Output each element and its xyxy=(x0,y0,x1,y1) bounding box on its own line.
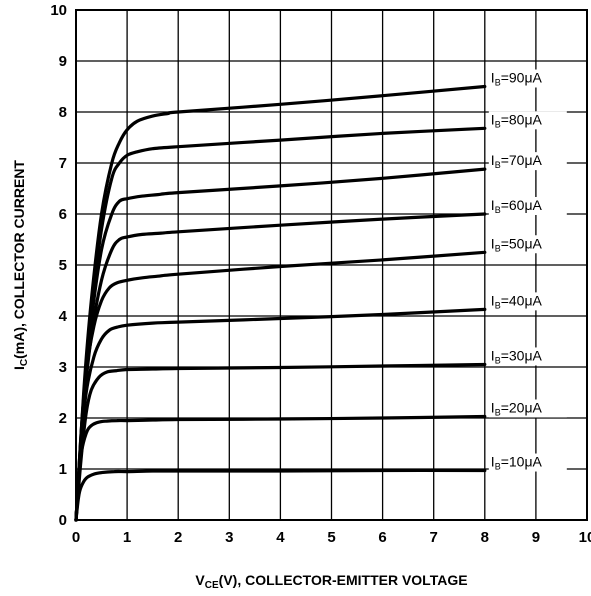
x-tick-label: 1 xyxy=(123,529,131,546)
y-tick-label: 4 xyxy=(59,308,68,325)
x-tick-labels: 0 1 2 3 4 5 6 7 8 9 10 xyxy=(72,529,591,546)
curve-label: IB=60μA xyxy=(491,197,543,215)
x-tick-label: 3 xyxy=(225,529,233,546)
curve-1 xyxy=(74,468,487,522)
x-tick-label: 4 xyxy=(276,529,285,546)
x-tick-label: 10 xyxy=(579,529,591,546)
plot-frame xyxy=(75,9,588,521)
curve-label: IB=10μA xyxy=(491,454,543,472)
curve-label-background xyxy=(488,347,567,366)
curve-label: IB=30μA xyxy=(491,347,543,365)
curve-label-background xyxy=(488,453,567,472)
x-tick-label: 0 xyxy=(72,529,80,546)
y-tick-label: 8 xyxy=(59,104,67,121)
y-tick-label: 3 xyxy=(59,359,67,376)
curve-label: IB=80μA xyxy=(491,111,543,129)
y-tick-label: 7 xyxy=(59,155,67,172)
curve-label-background xyxy=(488,111,567,130)
curve-3 xyxy=(74,362,487,522)
y-tick-label: 10 xyxy=(50,2,67,19)
curve-label-background xyxy=(488,69,567,88)
x-tick-label: 8 xyxy=(481,529,489,546)
x-axis-label: VCE(V), COLLECTOR-EMITTER VOLTAGE xyxy=(195,572,467,591)
x-tick-label: 5 xyxy=(327,529,335,546)
y-tick-label: 5 xyxy=(59,257,67,274)
y-tick-label: 6 xyxy=(59,206,67,223)
y-tick-label: 1 xyxy=(59,461,67,478)
curve-label: IB=20μA xyxy=(491,399,543,417)
x-tick-label: 7 xyxy=(430,529,438,546)
curve-9 xyxy=(74,84,487,522)
y-tick-label: 2 xyxy=(59,410,67,427)
curves xyxy=(74,84,487,522)
curve-label-background xyxy=(488,399,567,418)
x-tick-label: 6 xyxy=(378,529,386,546)
curve-label: IB=70μA xyxy=(491,152,543,170)
y-tick-label: 0 xyxy=(59,512,67,529)
curve-label-background xyxy=(488,152,567,171)
curve-labels: IB=10μA IB=20μA IB=30μA IB=40μA IB=50μA IB=60… xyxy=(488,69,567,472)
y-tick-label: 9 xyxy=(59,53,67,70)
curve-label: IB=40μA xyxy=(491,292,543,310)
curve-label-background xyxy=(488,197,567,215)
curve-label-background xyxy=(488,235,567,254)
x-tick-label: 9 xyxy=(532,529,540,546)
curve-label-background xyxy=(488,292,567,311)
y-axis-label: IC(mA), COLLECTOR CURRENT xyxy=(11,160,30,370)
curve-label: IB=50μA xyxy=(491,235,543,253)
x-tick-label: 2 xyxy=(174,529,182,546)
y-tick-labels: 0 1 2 3 4 5 6 7 8 9 10 xyxy=(50,2,67,529)
curve-label: IB=90μA xyxy=(491,70,543,88)
